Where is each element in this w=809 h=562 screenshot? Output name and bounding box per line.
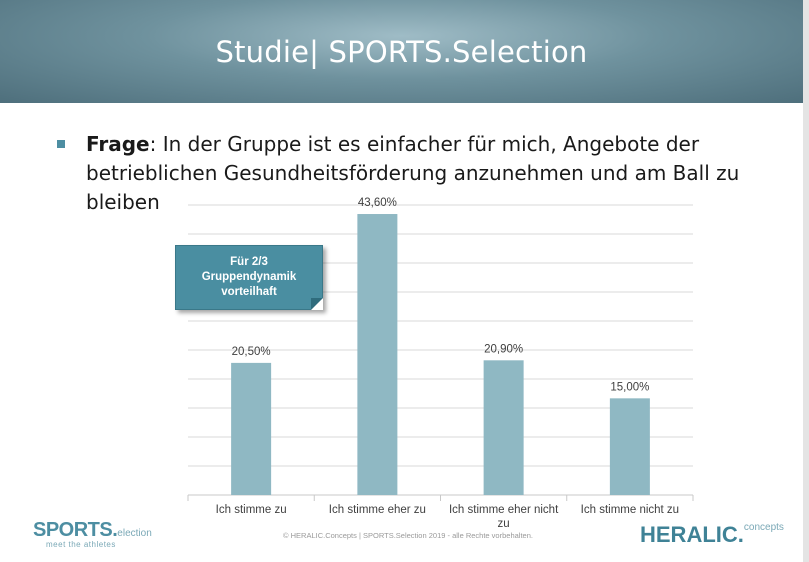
slide-title: Studie| SPORTS.Selection	[215, 34, 588, 69]
question-label: Frage	[86, 132, 150, 156]
category-label: Ich stimme eher nicht zu	[449, 504, 559, 530]
heralic-concepts-logo: HERALIC.concepts	[640, 522, 784, 548]
category-label: Ich stimme zu	[216, 504, 287, 516]
logo-right-main: HERALIC.	[640, 522, 744, 547]
callout-box: Für 2/3 Gruppendynamik vorteilhaft	[175, 245, 323, 310]
callout-text: Für 2/3 Gruppendynamik vorteilhaft	[201, 256, 297, 298]
data-label: 20,50%	[232, 346, 271, 358]
question-body: : In der Gruppe ist es einfacher für mic…	[86, 132, 740, 214]
slide-edge	[803, 0, 809, 562]
sports-selection-logo: SPORTS.election	[33, 519, 152, 542]
data-label: 15,00%	[610, 381, 649, 393]
bullet-square-icon	[57, 140, 65, 148]
logo-left-main: SPORTS.	[33, 519, 118, 541]
bar	[231, 362, 272, 495]
data-label: 43,60%	[358, 197, 397, 209]
category-label: Ich stimme eher zu	[329, 504, 426, 516]
bar	[609, 398, 650, 495]
slide-header: Studie| SPORTS.Selection	[0, 0, 803, 103]
category-label: Ich stimme nicht zu	[581, 504, 679, 516]
bar	[483, 360, 524, 495]
bar	[357, 214, 398, 495]
callout-fold-corner	[311, 298, 323, 310]
logo-tagline: meet the athletes	[46, 540, 116, 549]
logo-left-suffix: election	[117, 528, 152, 539]
data-label: 20,90%	[484, 343, 523, 355]
logo-right-suffix: concepts	[743, 522, 784, 533]
copyright-text: © HERALIC.Concepts | SPORTS.Selection 20…	[283, 531, 533, 540]
question-text: Frage: In der Gruppe ist es einfacher fü…	[86, 130, 776, 217]
